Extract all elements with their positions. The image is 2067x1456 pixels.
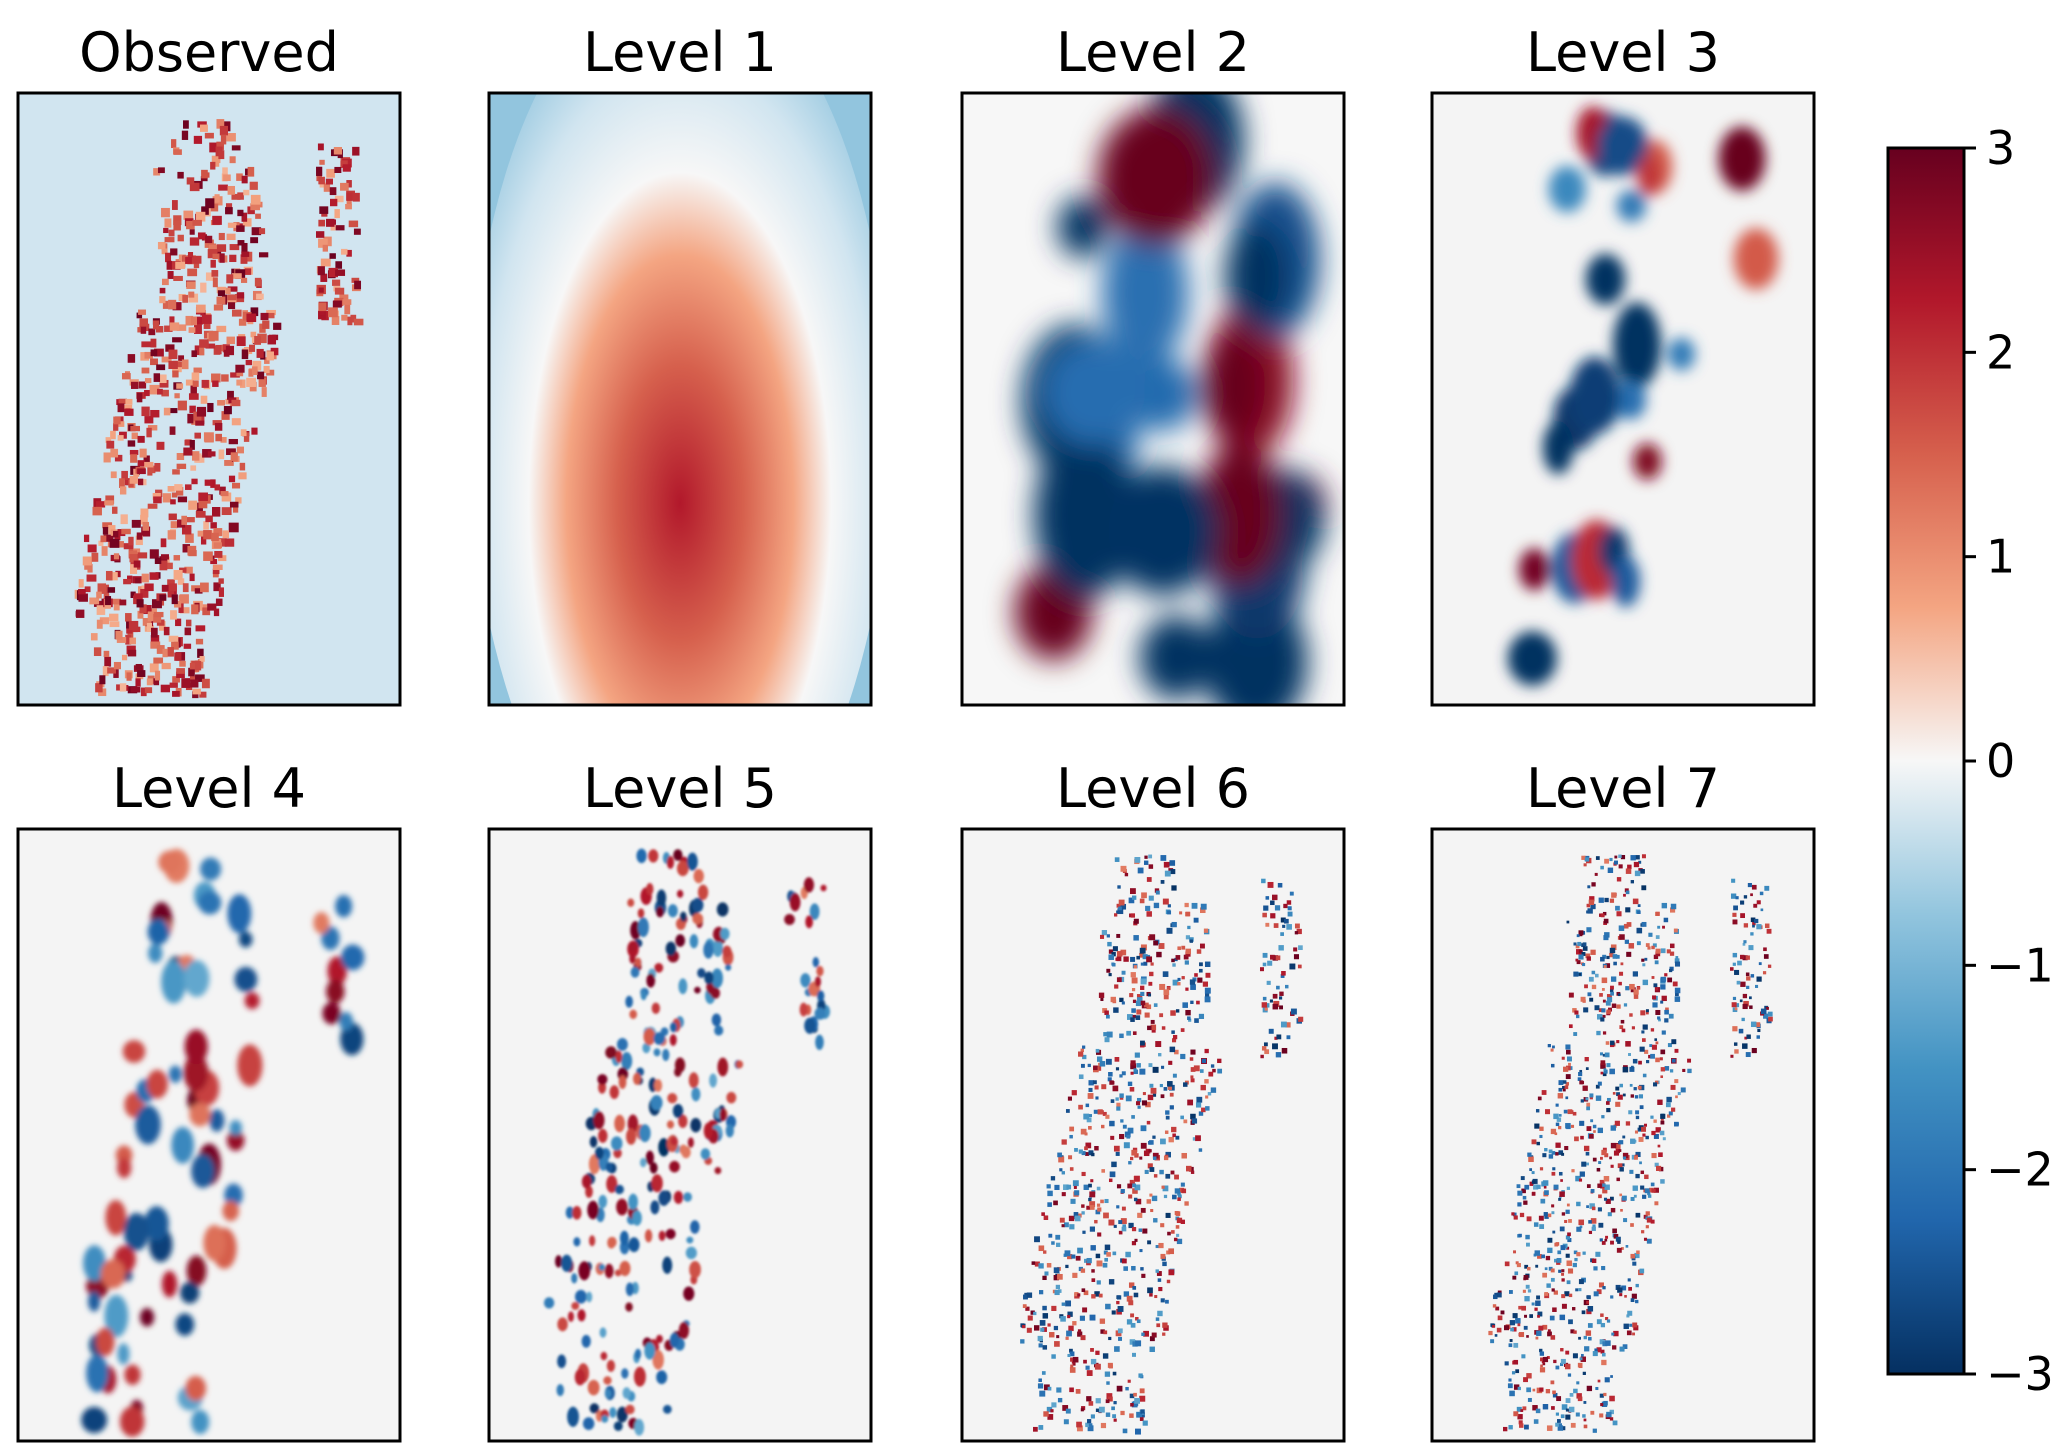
panel-image (489, 93, 871, 705)
panel-1: Observed (16, 21, 402, 707)
panels: Observed Level 1 Level 2 Level 3 Level 4 Leve… (16, 21, 1816, 1443)
colorbar-tick-label: 2 (1986, 325, 2015, 379)
panel-title: Level 7 (1526, 757, 1720, 820)
panel-title: Level 3 (1526, 21, 1720, 84)
panel-image (489, 829, 871, 1441)
panel-frame (960, 827, 1346, 1443)
panel-frame (16, 827, 402, 1443)
colorbar-tick-label: 3 (1986, 121, 2015, 175)
colorbar-tick-label: 1 (1986, 530, 2015, 584)
panel-title: Level 6 (1056, 757, 1250, 820)
panel-image (18, 829, 400, 1441)
panel-image (18, 93, 400, 705)
panel-image (962, 93, 1344, 705)
panel-4: Level 3 (1430, 21, 1816, 707)
colorbar-tick-label: −3 (1986, 1347, 2054, 1401)
panel-image (1432, 829, 1814, 1441)
colorbar-ticks: 3 2 1 0 −1 −2 −3 (1964, 121, 2054, 1401)
panel-frame (1430, 827, 1816, 1443)
panel-frame (487, 91, 873, 707)
colorbar-tick-label: 0 (1986, 734, 2015, 788)
panel-frame (1430, 91, 1816, 707)
panel-title: Observed (79, 21, 339, 84)
panel-6: Level 5 (487, 757, 873, 1443)
panel-title: Level 2 (1056, 21, 1250, 84)
panel-8: Level 7 (1430, 757, 1816, 1443)
panel-frame (487, 827, 873, 1443)
colorbar-tick-label: −2 (1986, 1143, 2054, 1197)
colorbar: 3 2 1 0 −1 −2 −3 (1886, 121, 2054, 1401)
panel-title: Level 1 (583, 21, 777, 84)
panel-image (962, 829, 1344, 1441)
panel-5: Level 4 (16, 757, 402, 1443)
panel-title: Level 4 (112, 757, 306, 820)
panel-title: Level 5 (583, 757, 777, 820)
panel-3: Level 2 (960, 21, 1346, 707)
colorbar-gradient (1886, 146, 1966, 1376)
panel-7: Level 6 (960, 757, 1346, 1443)
panel-image (1432, 93, 1814, 705)
panel-2: Level 1 (487, 21, 873, 707)
colorbar-tick-label: −1 (1986, 938, 2054, 992)
panel-frame (960, 91, 1346, 707)
panel-frame (16, 91, 402, 707)
